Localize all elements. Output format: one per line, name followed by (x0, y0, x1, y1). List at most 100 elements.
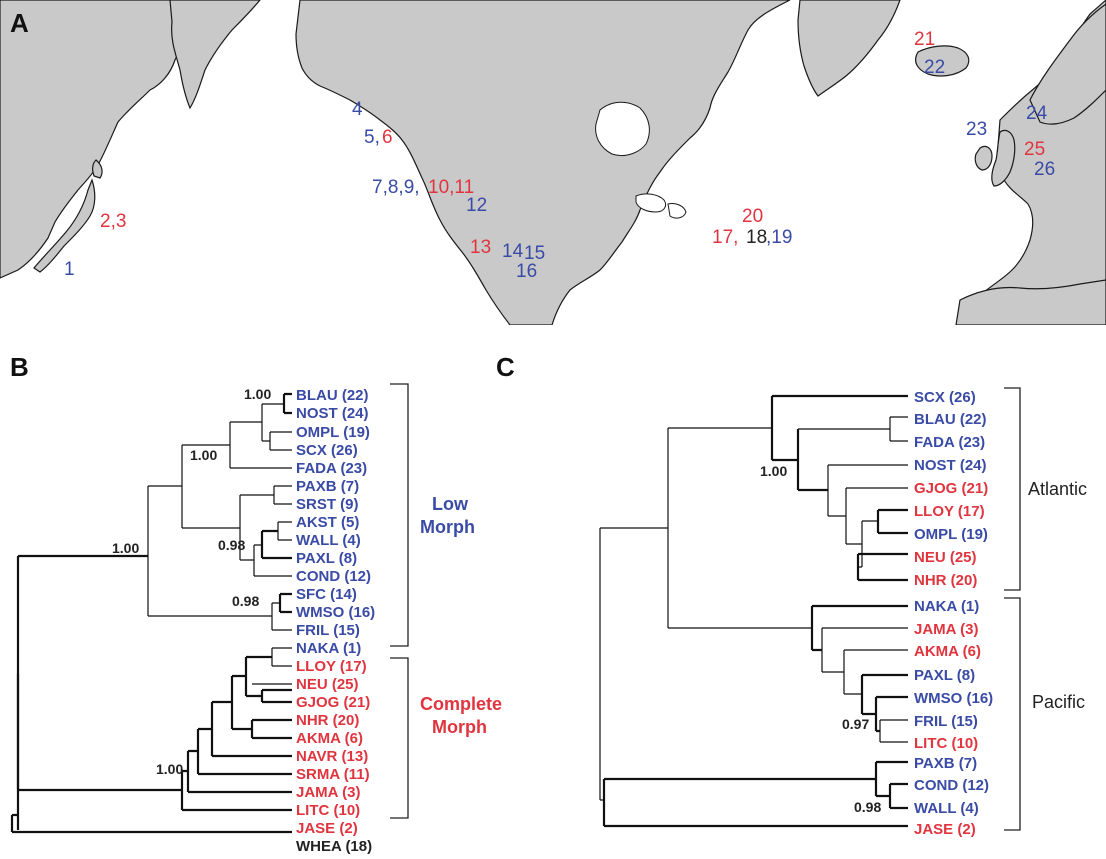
tree-b-taxon: PAXB (7) (296, 478, 359, 495)
tree-c-taxon: PAXL (8) (914, 667, 975, 684)
support-value: 1.00 (760, 463, 787, 479)
map-label-18: 18 (746, 227, 768, 248)
support-value: 0.98 (854, 799, 881, 815)
map-label-17: 17, (712, 227, 739, 248)
british-isles (991, 129, 1016, 187)
clade-label-complete-morph: Complete (420, 694, 502, 714)
tree-b-taxon: LLOY (17) (296, 658, 367, 675)
tree-b-supports: 1.00 1.00 0.98 0.98 1.00 1.00 (112, 386, 271, 777)
support-value: 0.97 (842, 716, 869, 732)
tree-c-taxon: JAMA (3) (914, 621, 978, 638)
tree-b-taxon: WMSO (16) (296, 604, 375, 621)
tree-c-taxon: LITC (10) (914, 735, 978, 752)
tree-b-taxon: AKMA (6) (296, 730, 363, 747)
tree-c-taxon: LLOY (17) (914, 503, 985, 520)
map-label-25: 25 (1024, 139, 1046, 160)
map-label-26: 26 (1034, 159, 1056, 180)
map-label-21: 21 (914, 29, 936, 50)
great-lakes-2 (667, 203, 687, 219)
support-value: 1.00 (190, 447, 217, 463)
tree-b-taxon: SRMA (11) (296, 766, 370, 783)
map-label-13: 13 (470, 237, 492, 258)
tree-c-taxon: FRIL (15) (914, 713, 978, 730)
tree-c-brackets (1004, 387, 1021, 831)
tree-c-taxon: PAXB (7) (914, 755, 977, 772)
map-panel: 1 2,3 4 5, 6 7,8,9, 10,11 12 13 14 15 16… (0, 0, 1106, 325)
tree-c-taxon: GJOG (21) (914, 480, 988, 497)
map-label-2-3: 2,3 (100, 211, 127, 232)
tree-b-taxon: PAXL (8) (296, 550, 357, 567)
hudson-bay (595, 101, 650, 157)
tree-c: SCX (26) BLAU (22) FADA (23) NOST (24) G… (599, 387, 1087, 838)
tree-c-taxon: WALL (4) (914, 800, 979, 817)
tree-c-taxon: JASE (2) (914, 821, 976, 838)
map-label-6: 6 (382, 127, 393, 148)
tree-b-taxon: AKST (5) (296, 514, 359, 531)
tree-b-taxon: JASE (2) (296, 820, 358, 837)
tree-b-taxon: FRIL (15) (296, 622, 360, 639)
north-america (295, 0, 791, 325)
scandinavia (1029, 3, 1106, 125)
tree-c-taxon: COND (12) (914, 777, 989, 794)
tree-b-taxon: NEU (25) (296, 676, 359, 693)
tree-b-taxon: OMPL (19) (296, 424, 370, 441)
tree-c-branches (599, 394, 908, 828)
tree-b-taxon: GJOG (21) (296, 694, 370, 711)
clade-label-low-morph: Morph (420, 517, 475, 537)
tree-b-taxon: SCX (26) (296, 442, 358, 459)
panel-label-a: A (10, 8, 29, 38)
map-label-5: 5, (364, 127, 380, 148)
map-label-19: ,19 (766, 227, 793, 248)
panel-label-b: B (10, 352, 29, 382)
tree-c-taxa: SCX (26) BLAU (22) FADA (23) NOST (24) G… (914, 389, 993, 838)
tree-b-taxon: JAMA (3) (296, 784, 360, 801)
tree-b-taxon: NHR (20) (296, 712, 359, 729)
support-value: 0.98 (232, 593, 259, 609)
support-value: 1.00 (112, 540, 139, 556)
support-value: 1.00 (156, 761, 183, 777)
tree-c-taxon: SCX (26) (914, 389, 976, 406)
tree-b-taxon: COND (12) (296, 568, 371, 585)
map-label-22: 22 (924, 57, 946, 78)
tree-b-taxon: NAVR (13) (296, 748, 368, 765)
tree-b-brackets (390, 383, 409, 819)
greenland (797, 0, 901, 97)
tree-c-taxon: NEU (25) (914, 549, 977, 566)
clade-label-low-morph: Low (432, 494, 469, 514)
map-label-4: 4 (352, 99, 363, 120)
support-value: 0.98 (218, 537, 245, 553)
africa (955, 279, 1106, 325)
map-label-20: 20 (742, 206, 764, 227)
support-value: 1.00 (244, 386, 271, 402)
tree-c-taxon: OMPL (19) (914, 526, 988, 543)
tree-b-taxon: LITC (10) (296, 802, 360, 819)
map-label-23: 23 (966, 119, 988, 140)
tree-b: BLAU (22) NOST (24) OMPL (19) SCX (26) F… (10, 383, 502, 855)
iceland (915, 45, 970, 77)
map-label-7-9: 7,8,9, (372, 177, 420, 198)
map-label-14: 14 (502, 241, 524, 262)
tree-b-taxa: BLAU (22) NOST (24) OMPL (19) SCX (26) F… (296, 387, 375, 855)
tree-b-taxon: WALL (4) (296, 532, 361, 549)
tree-b-taxon: BLAU (22) (296, 387, 369, 404)
tree-c-taxon: AKMA (6) (914, 643, 981, 660)
tree-c-taxon: WMSO (16) (914, 690, 993, 707)
clade-label-pacific: Pacific (1032, 692, 1085, 712)
tree-b-taxon: SFC (14) (296, 586, 357, 603)
tree-b-taxon: NAKA (1) (296, 640, 361, 657)
tree-b-taxon: FADA (23) (296, 460, 367, 477)
tree-b-taxon: WHEA (18) (296, 838, 372, 855)
tree-c-taxon: BLAU (22) (914, 411, 987, 428)
map-label-1: 1 (64, 259, 75, 280)
map-label-12: 12 (466, 195, 488, 216)
clade-label-atlantic: Atlantic (1028, 479, 1087, 499)
tree-b-taxon: SRST (9) (296, 496, 359, 513)
map-label-24: 24 (1026, 103, 1048, 124)
map-label-16: 16 (516, 261, 538, 282)
clade-label-complete-morph: Morph (432, 717, 487, 737)
kamchatka (169, 0, 261, 110)
tree-b-branches (10, 392, 292, 834)
world-map (0, 0, 1106, 325)
great-lakes (635, 193, 667, 213)
